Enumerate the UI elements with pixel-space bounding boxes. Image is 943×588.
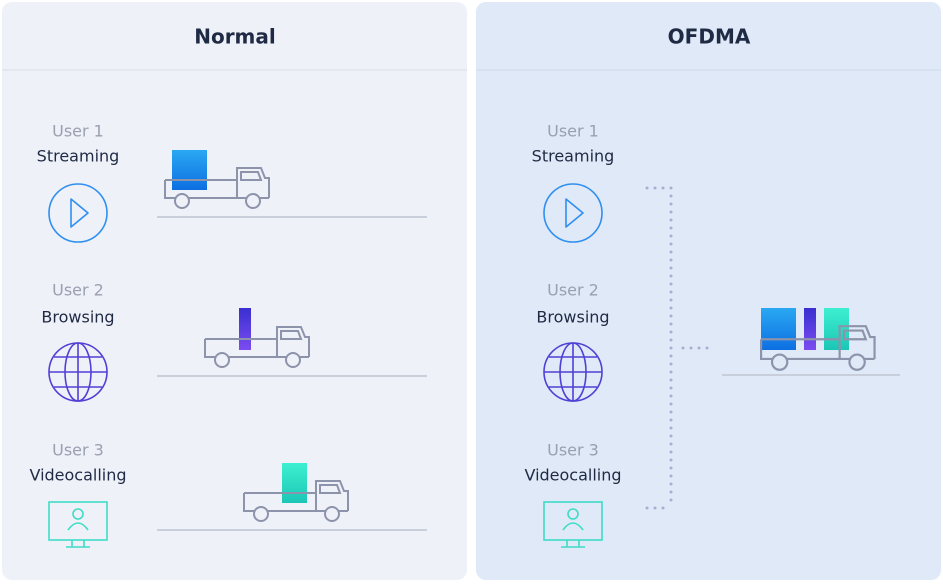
user-label: User 1 <box>547 122 599 141</box>
panel-normal <box>2 2 467 580</box>
panel-ofdma <box>476 2 941 580</box>
icons <box>48 183 603 548</box>
activity-label: Streaming <box>37 147 120 166</box>
trucks-normal <box>157 150 427 531</box>
activity-label: Browsing <box>536 308 609 327</box>
user-label: User 1 <box>52 122 104 141</box>
panel-title: OFDMA <box>668 25 751 49</box>
globe-icon <box>48 342 603 402</box>
play-icon <box>48 183 603 243</box>
monitor-icon <box>48 501 603 548</box>
activity-label: Videocalling <box>524 466 621 485</box>
ofdma-links <box>645 186 712 510</box>
user-label: User 3 <box>547 441 599 460</box>
activity-label: Browsing <box>41 308 114 327</box>
activity-label: Streaming <box>532 147 615 166</box>
truck-ofdma <box>722 308 900 376</box>
user-label: User 2 <box>52 281 104 300</box>
user-label: User 3 <box>52 441 104 460</box>
user-label: User 2 <box>547 281 599 300</box>
activity-label: Videocalling <box>29 466 126 485</box>
panel-title: Normal <box>194 25 276 49</box>
